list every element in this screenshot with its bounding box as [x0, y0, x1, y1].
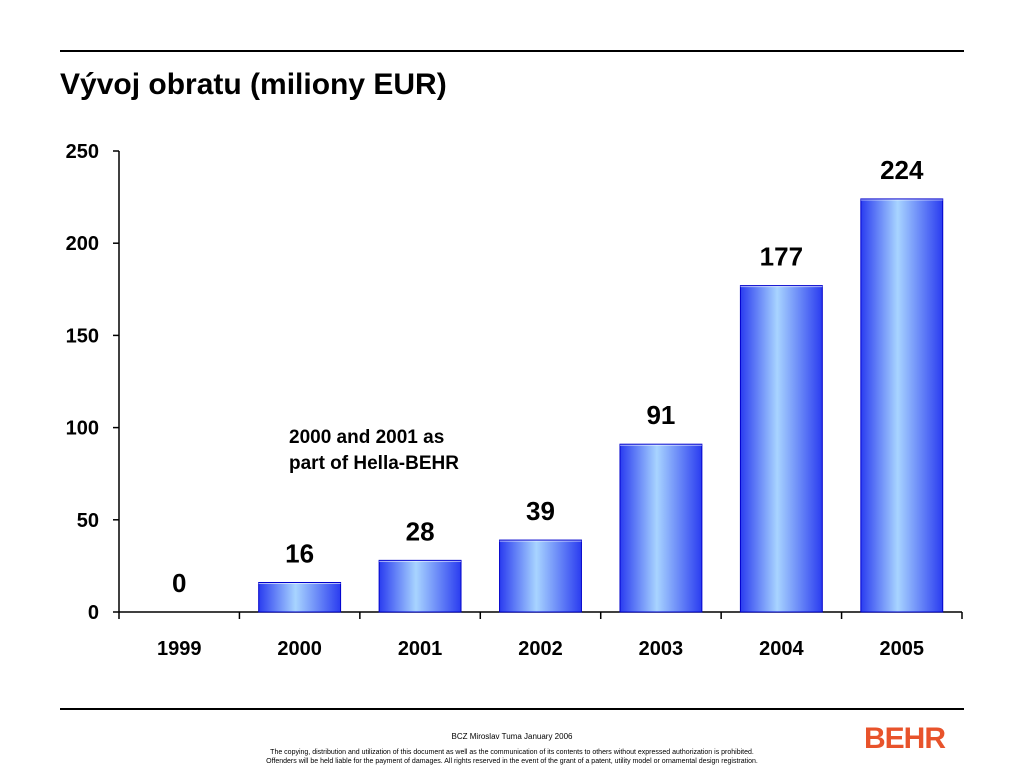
chart-bars: [258, 198, 944, 613]
x-tick-label-2001: 2001: [398, 638, 443, 660]
data-label-2004: 177: [760, 242, 803, 272]
x-tick-label-2002: 2002: [518, 638, 563, 660]
page-title: Vývoj obratu (miliony EUR): [60, 68, 447, 101]
behr-logo: BEHR: [864, 722, 946, 755]
x-tick-label-2000: 2000: [277, 638, 322, 660]
y-tick-label: 0: [88, 602, 99, 624]
x-tick-label-2005: 2005: [880, 638, 925, 660]
bottom-divider: [60, 708, 964, 710]
annotation-line-2: part of Hella-BEHR: [289, 453, 459, 474]
bar-2003: [619, 443, 703, 613]
bar-2001: [378, 559, 462, 613]
bar-2002: [499, 539, 582, 613]
y-tick-label: 50: [77, 510, 99, 532]
y-tick-label: 200: [66, 233, 99, 255]
footer: BCZ Miroslav Tuma January 2006 The copyi…: [200, 732, 824, 766]
data-label-2000: 16: [285, 538, 314, 568]
top-divider: [60, 50, 964, 52]
data-label-2005: 224: [880, 155, 924, 185]
footer-notice-line1: The copying, distribution and utilizatio…: [270, 749, 754, 756]
y-tick-label: 100: [66, 418, 99, 440]
revenue-bar-chart: 0 50 100 150 200 250 1999 0 2000 16 2001 28 2002 39 20…: [66, 141, 963, 660]
footer-notice-line2: Offenders will be held liable for the pa…: [266, 758, 758, 765]
x-tick-label-2003: 2003: [639, 638, 684, 660]
annotation-line-1: 2000 and 2001 as: [289, 427, 444, 448]
bar-2005: [860, 198, 944, 613]
data-label-2001: 28: [406, 516, 435, 546]
chart-annotation: 2000 and 2001 as part of Hella-BEHR: [289, 427, 459, 474]
x-tick-label-1999: 1999: [157, 638, 202, 660]
data-label-1999: 0: [172, 568, 186, 598]
bar-2004: [739, 285, 823, 613]
y-tick-label: 150: [66, 325, 99, 347]
data-label-2003: 91: [646, 400, 675, 430]
bar-2000: [258, 581, 342, 613]
footer-author: BCZ Miroslav Tuma January 2006: [451, 732, 573, 741]
data-label-2002: 39: [526, 496, 555, 526]
chart-labels: 0 50 100 150 200 250 1999 0 2000 16 2001 28 2002 39 20…: [66, 141, 924, 660]
y-tick-label: 250: [66, 141, 99, 163]
x-tick-label-2004: 2004: [759, 638, 804, 660]
